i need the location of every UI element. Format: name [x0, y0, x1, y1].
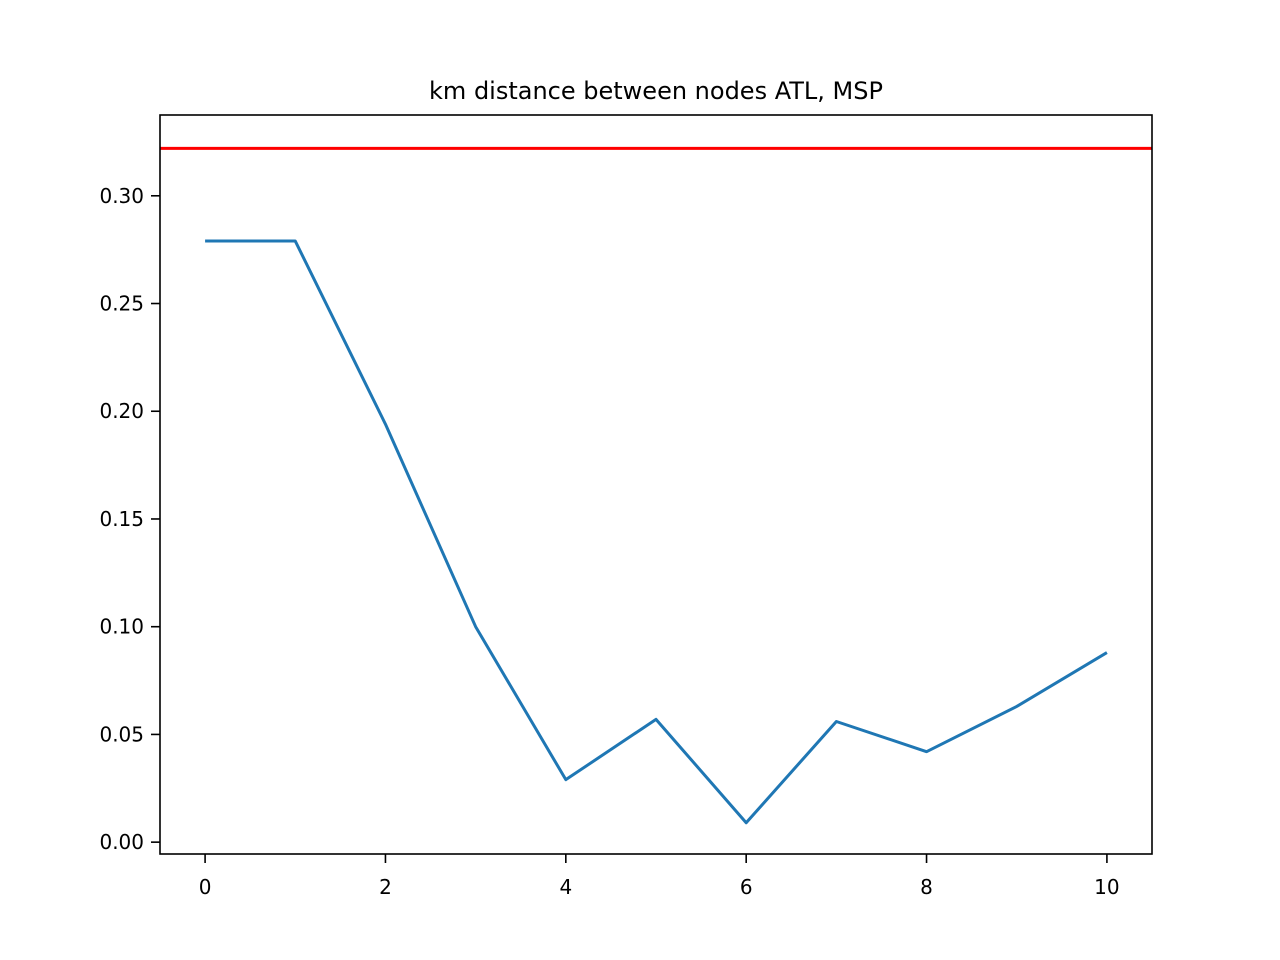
x-tick-label: 6 — [740, 875, 753, 899]
y-tick-label: 0.05 — [99, 722, 144, 746]
x-tick-label: 8 — [920, 875, 933, 899]
x-tick-label: 2 — [379, 875, 392, 899]
chart-title: km distance between nodes ATL, MSP — [429, 77, 883, 105]
y-tick-label: 0.15 — [99, 507, 144, 531]
series-line — [205, 239, 1108, 825]
y-tick-label: 0.20 — [99, 399, 144, 423]
y-tick-label: 0.30 — [99, 184, 144, 208]
y-tick-label: 0.00 — [99, 830, 144, 854]
y-tick-label: 0.25 — [99, 292, 144, 316]
x-tick-label: 4 — [559, 875, 572, 899]
y-tick-label: 0.10 — [99, 615, 144, 639]
x-tick-label: 0 — [199, 875, 212, 899]
axes-frame — [159, 114, 1153, 855]
x-tick-label: 10 — [1094, 875, 1119, 899]
plot-area: 0 2 4 6 8 10 0.00 0.05 0.10 0.15 0.20 0.25 0.30 — [99, 114, 1153, 899]
